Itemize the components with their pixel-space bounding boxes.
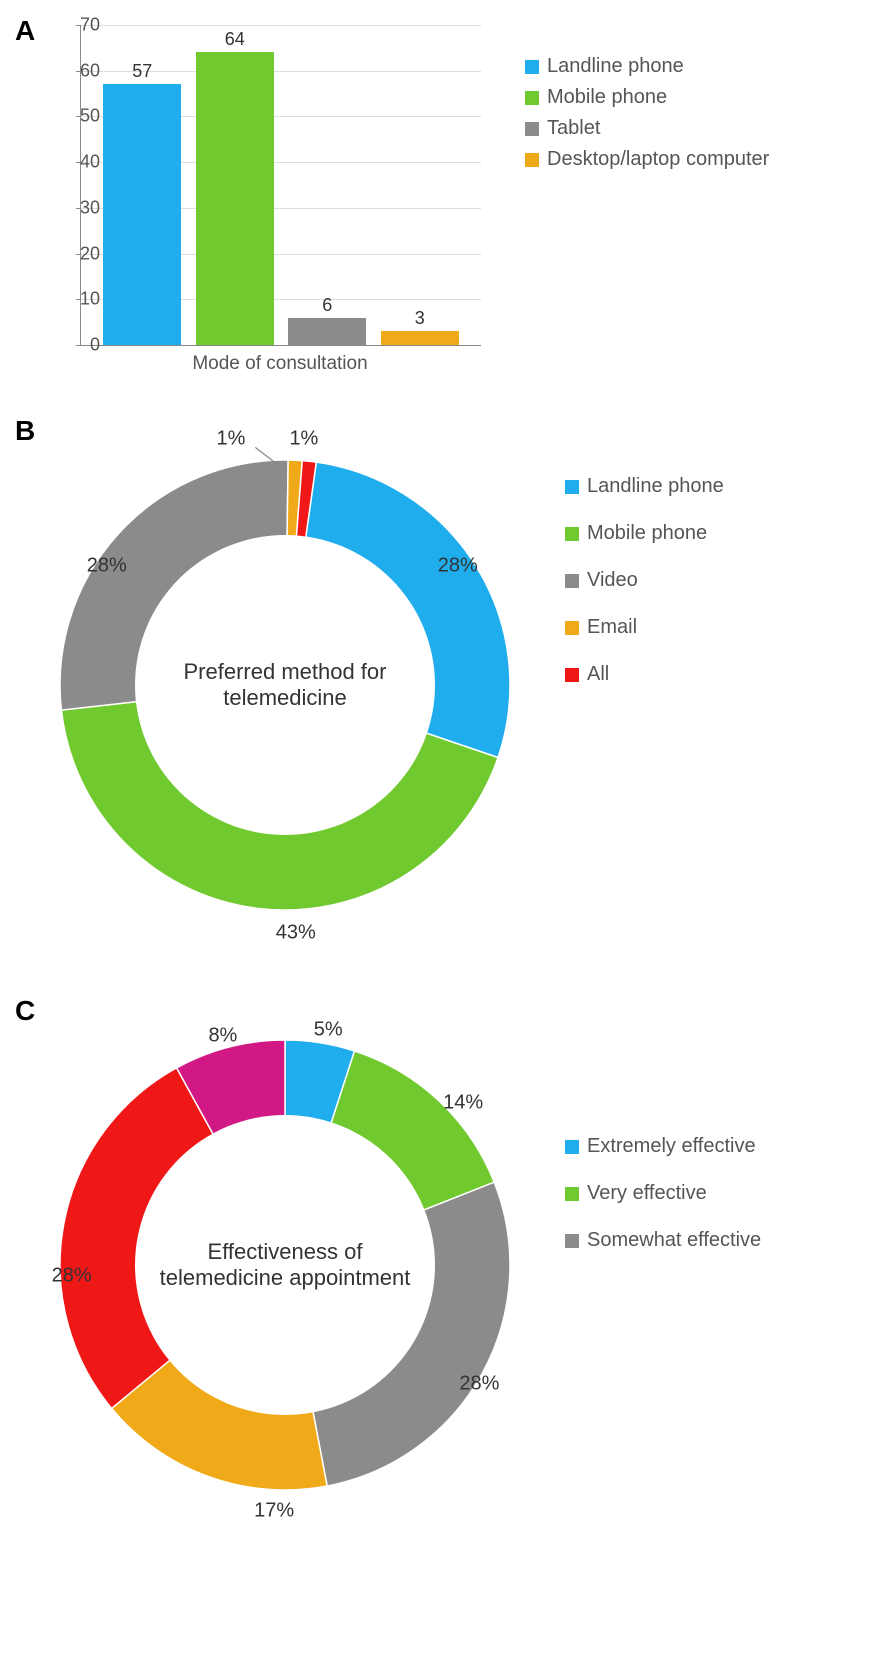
legend-swatch xyxy=(565,527,579,541)
legend-swatch xyxy=(565,1140,579,1154)
legend-text: Extremely effective xyxy=(587,1135,756,1158)
legend-swatch xyxy=(565,621,579,635)
donut-c-center-text: Effectiveness of telemedicine appointmen… xyxy=(155,1239,415,1291)
legend-swatch xyxy=(565,574,579,588)
legend-swatch xyxy=(525,91,539,105)
legend-b: Landline phone Mobile phone Video Email All xyxy=(565,475,724,710)
legend-text: Landline phone xyxy=(587,475,724,498)
y-tick-label: 30 xyxy=(60,197,100,218)
bar-value-label: 3 xyxy=(415,308,425,329)
slice-label: 28% xyxy=(438,555,478,578)
panel-b: B Preferred method for telemedicine 28%4… xyxy=(15,415,881,955)
donut-chart-b: Preferred method for telemedicine 28% 43%… xyxy=(15,415,555,955)
legend-text: Landline phone xyxy=(547,55,684,78)
legend-swatch xyxy=(525,60,539,74)
legend-text: Very effective xyxy=(587,1182,707,1205)
y-tick-label: 60 xyxy=(60,60,100,81)
legend-a: Landline phone Mobile phone Tablet Desktop/… xyxy=(525,55,769,179)
bar-column: 6 xyxy=(287,295,367,345)
legend-item: Extremely effective xyxy=(565,1135,761,1158)
y-tick-label: 40 xyxy=(60,152,100,173)
panel-c: C Effectiveness of telemedicine appointm… xyxy=(15,995,881,1535)
legend-item: Somewhat effective xyxy=(565,1229,761,1252)
bar-chart: 57 64 6 3 Mode of consultation 0 10 20 30 40 50 6… xyxy=(25,15,505,375)
legend-swatch xyxy=(565,1187,579,1201)
legend-text: Tablet xyxy=(547,117,600,140)
legend-item: Desktop/laptop computer xyxy=(525,148,769,171)
legend-text: Somewhat effective xyxy=(587,1229,761,1252)
legend-item: All xyxy=(565,663,724,686)
y-tick-label: 50 xyxy=(60,106,100,127)
legend-text: Mobile phone xyxy=(587,522,707,545)
legend-text: Video xyxy=(587,569,638,592)
legend-item: Mobile phone xyxy=(525,86,769,109)
bar-column: 57 xyxy=(102,61,182,345)
bar-column: 3 xyxy=(380,308,460,345)
donut-chart-c: Effectiveness of telemedicine appointmen… xyxy=(15,995,555,1535)
slice-label: 1% xyxy=(217,428,246,451)
legend-text: Email xyxy=(587,616,637,639)
bar-value-label: 57 xyxy=(132,61,152,82)
legend-swatch xyxy=(565,1234,579,1248)
bar-rect xyxy=(196,52,274,345)
y-tick-label: 0 xyxy=(60,335,100,356)
slice-label: 43% xyxy=(276,922,316,945)
slice-label: 1% xyxy=(289,428,318,451)
x-axis-label: Mode of consultation xyxy=(80,353,480,375)
legend-text: All xyxy=(587,663,609,686)
legend-swatch xyxy=(525,153,539,167)
slice-label: 28% xyxy=(52,1264,92,1287)
bar-value-label: 6 xyxy=(322,295,332,316)
legend-item: Landline phone xyxy=(565,475,724,498)
legend-c: Extremely effective Very effective Somewha… xyxy=(565,1135,761,1276)
legend-item: Email xyxy=(565,616,724,639)
legend-item: Mobile phone xyxy=(565,522,724,545)
legend-swatch xyxy=(565,480,579,494)
slice-label: 8% xyxy=(208,1024,237,1047)
legend-text: Mobile phone xyxy=(547,86,667,109)
y-tick-label: 10 xyxy=(60,289,100,310)
bar-value-label: 64 xyxy=(225,29,245,50)
y-tick-label: 20 xyxy=(60,243,100,264)
slice-label: 14% xyxy=(443,1092,483,1115)
legend-item: Very effective xyxy=(565,1182,761,1205)
bar-rect xyxy=(288,318,366,345)
legend-text: Desktop/laptop computer xyxy=(547,148,769,171)
legend-swatch xyxy=(525,122,539,136)
legend-swatch xyxy=(565,668,579,682)
legend-item: Landline phone xyxy=(525,55,769,78)
bar-column: 64 xyxy=(195,29,275,345)
bar-rect xyxy=(381,331,459,345)
panel-a: A 576463 Mode of consultation 0102030405… xyxy=(15,15,881,375)
slice-label: 28% xyxy=(87,555,127,578)
slice-label: 17% xyxy=(254,1499,294,1522)
bar-rect xyxy=(103,84,181,345)
y-tick-label: 70 xyxy=(60,15,100,36)
slice-label: 5% xyxy=(314,1019,343,1042)
slice-label: 28% xyxy=(459,1372,499,1395)
legend-item: Video xyxy=(565,569,724,592)
legend-item: Tablet xyxy=(525,117,769,140)
donut-b-center-text: Preferred method for telemedicine xyxy=(155,659,415,711)
